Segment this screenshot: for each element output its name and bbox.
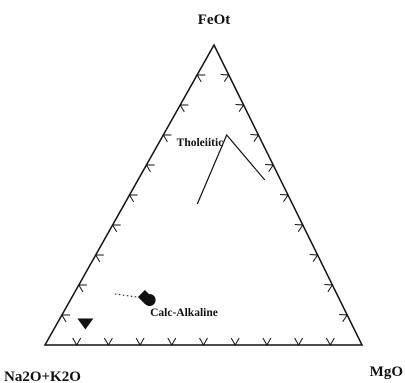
tick-mark: [339, 314, 349, 322]
tholeiitic-calc-alkaline-boundary: [196, 133, 266, 205]
tick-mark: [145, 164, 155, 173]
tick-mark: [265, 164, 275, 172]
data-point-triangle-down: [77, 318, 94, 330]
tick-mark: [309, 254, 319, 262]
data-point-circle: [143, 294, 156, 306]
tick-mark: [294, 337, 304, 347]
tick-mark: [196, 74, 206, 83]
tick-mark: [61, 314, 70, 323]
tick-mark: [230, 337, 240, 347]
apex-label-bottom-right: MgO: [370, 364, 403, 380]
ternary-triangle: [43, 43, 364, 346]
tick-mark: [128, 194, 138, 203]
field-label-calc-alkaline: Calc-Alkaline: [150, 307, 218, 319]
tick-mark: [250, 134, 260, 142]
tick-mark: [325, 337, 335, 347]
tick-mark: [294, 224, 304, 232]
tick-mark: [262, 337, 272, 347]
data-points: [77, 290, 156, 330]
dotted-trend-trail: [114, 293, 137, 298]
tick-mark: [111, 224, 121, 233]
tick-marks: [61, 74, 349, 347]
tick-mark: [162, 134, 172, 143]
tick-mark: [324, 284, 334, 292]
tick-mark: [135, 337, 145, 347]
tick-mark: [220, 74, 230, 82]
tick-mark: [199, 337, 208, 347]
apex-label-bottom-left: Na2O+K2O: [4, 369, 81, 383]
tick-mark: [167, 337, 177, 347]
tick-mark: [235, 104, 245, 112]
tick-mark: [94, 254, 104, 263]
tick-mark: [279, 194, 289, 202]
tick-mark: [72, 337, 82, 347]
apex-label-top: FeOt: [198, 12, 230, 28]
tick-mark: [103, 337, 113, 347]
field-label-tholeiitic: Tholeiitic: [177, 137, 224, 149]
tick-mark: [77, 284, 87, 293]
tick-mark: [179, 104, 189, 113]
